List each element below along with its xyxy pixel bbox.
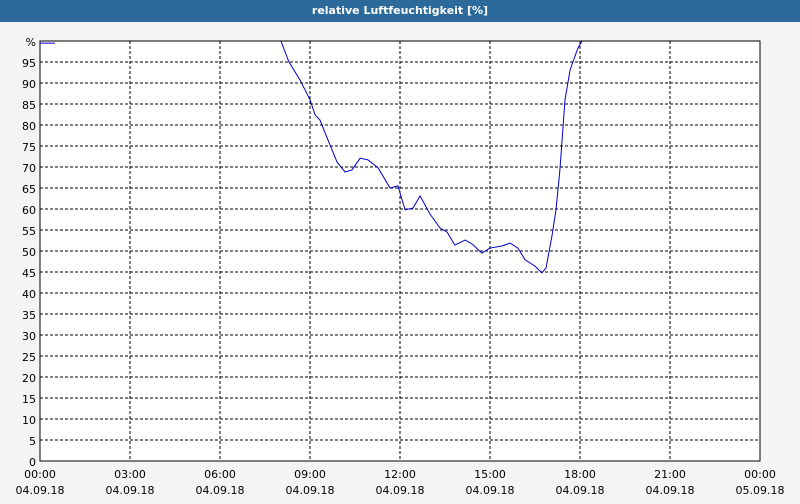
x-tick-date: 04.09.18: [196, 484, 245, 497]
x-tick-date: 04.09.18: [286, 484, 335, 497]
y-tick-label: 25: [22, 351, 36, 364]
x-tick-label: 03:00: [114, 468, 146, 481]
y-tick-label: 20: [22, 372, 36, 385]
x-tick-label: 21:00: [654, 468, 686, 481]
x-tick-date: 04.09.18: [466, 484, 515, 497]
x-tick-label: 06:00: [204, 468, 236, 481]
x-tick-label: 00:00: [744, 468, 776, 481]
x-tick-label: 18:00: [564, 468, 596, 481]
y-tick-label: 30: [22, 330, 36, 343]
x-tick-label: 00:00: [24, 468, 56, 481]
y-tick-label: 0: [29, 456, 36, 469]
y-tick-label: 80: [22, 120, 36, 133]
y-tick-label: 85: [22, 99, 36, 112]
y-tick-label: 75: [22, 141, 36, 154]
y-tick-label: 95: [22, 57, 36, 70]
y-tick-label: 60: [22, 204, 36, 217]
y-tick-label: 35: [22, 309, 36, 322]
y-tick-label: %: [26, 36, 36, 49]
y-tick-label: 70: [22, 162, 36, 175]
x-tick-label: 15:00: [474, 468, 506, 481]
x-tick-date: 04.09.18: [376, 484, 425, 497]
x-tick-label: 09:00: [294, 468, 326, 481]
x-tick-label: 12:00: [384, 468, 416, 481]
x-tick-date: 04.09.18: [106, 484, 155, 497]
y-tick-label: 40: [22, 288, 36, 301]
y-tick-label: 55: [22, 225, 36, 238]
y-tick-label: 10: [22, 414, 36, 427]
chart-title: relative Luftfeuchtigkeit [%]: [312, 4, 488, 17]
y-tick-label: 50: [22, 246, 36, 259]
x-tick-date: 04.09.18: [16, 484, 65, 497]
data-line: [40, 41, 583, 274]
y-tick-label: 65: [22, 183, 36, 196]
y-tick-label: 15: [22, 393, 36, 406]
y-tick-label: 90: [22, 78, 36, 91]
x-tick-date: 04.09.18: [646, 484, 695, 497]
y-tick-label: 5: [29, 435, 36, 448]
title-bar: [0, 0, 800, 22]
x-tick-date: 04.09.18: [556, 484, 605, 497]
x-tick-date: 05.09.18: [736, 484, 785, 497]
y-tick-label: 45: [22, 267, 36, 280]
